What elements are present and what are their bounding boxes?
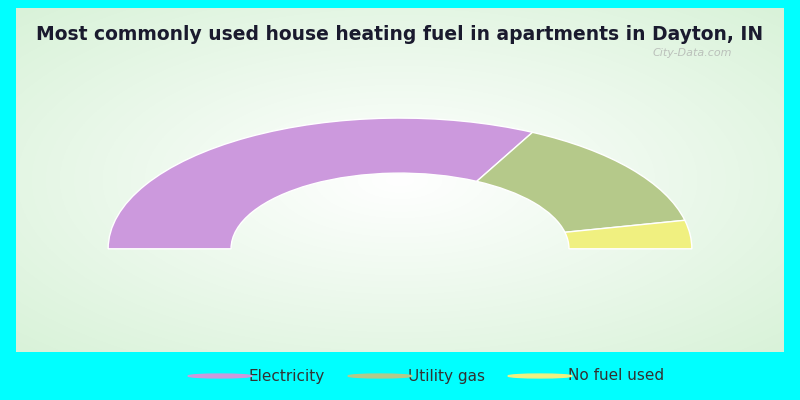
Wedge shape <box>565 220 692 249</box>
Text: Utility gas: Utility gas <box>408 368 485 384</box>
Text: Most commonly used house heating fuel in apartments in Dayton, IN: Most commonly used house heating fuel in… <box>37 25 763 44</box>
Text: Electricity: Electricity <box>248 368 324 384</box>
Text: City-Data.com: City-Data.com <box>652 48 731 58</box>
Wedge shape <box>477 132 685 232</box>
Wedge shape <box>108 118 533 249</box>
Text: No fuel used: No fuel used <box>568 368 664 384</box>
Circle shape <box>188 374 252 378</box>
Circle shape <box>508 374 572 378</box>
Circle shape <box>348 374 412 378</box>
